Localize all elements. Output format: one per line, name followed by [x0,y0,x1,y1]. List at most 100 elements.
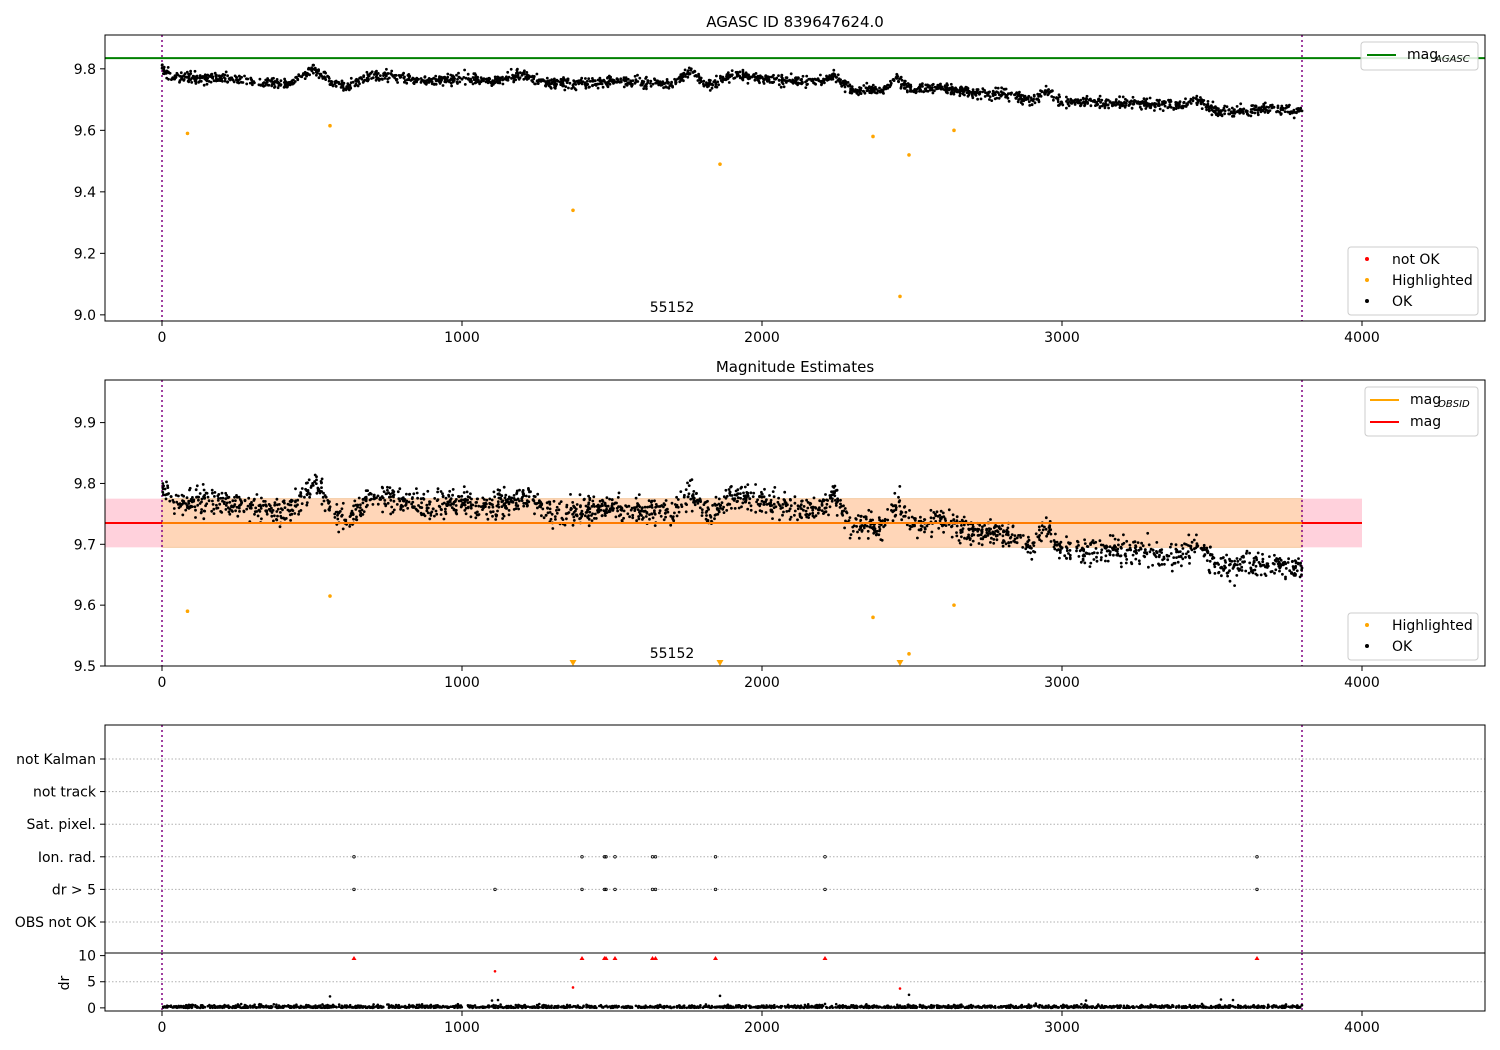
p1-ok-point [534,82,537,86]
p2-ok-point [1064,545,1068,549]
p2-ok-point [666,510,670,514]
p2-ok-point [1047,530,1051,534]
p1-ok-point [283,77,286,81]
p2-ok-point [198,492,202,495]
p1-ok-point [506,70,510,74]
p1-ok-point [1052,98,1055,102]
p1-ok-point [162,68,166,72]
p1-ok-point [561,82,565,86]
p1-ok-point [960,86,964,90]
p2-ok-point [174,493,178,497]
p2-ok-point [920,525,924,528]
p1-ok-point [971,94,974,98]
p1-ok-point [715,74,718,78]
p1-ok-point [930,86,934,89]
p2-ok-point [1284,567,1288,570]
p2-ok-point [364,499,368,503]
p2-ok-point [796,504,800,508]
p1-ok-point [347,88,351,92]
p2-ok-point [1298,575,1302,579]
p2-ok-point [474,501,478,504]
p1-ok-point [605,82,608,86]
p1-ok-point [1223,109,1227,113]
p2-ok-point [714,495,718,499]
p2-ok-point [807,513,811,517]
p2-ok-point [444,510,447,513]
p2-ok-point [169,495,173,498]
flag-point [604,855,608,859]
p2-ok-point [296,498,300,502]
p2-ok-point [1283,560,1287,564]
p1-ok-point [906,82,910,85]
p2-ok-point [315,478,318,482]
p1-ok-point [462,76,466,79]
p1-ok-point [239,80,243,84]
p2-y-tick-label: 9.6 [74,598,96,614]
p2-ok-point [1029,551,1032,555]
p2-ok-point [366,503,369,507]
p2-ok-point [1195,533,1198,537]
p1-ok-point [855,88,859,92]
p1-ok-point [1056,96,1060,100]
p2-ok-point [206,495,210,499]
p1-ok-point [1028,104,1032,107]
p2-ok-point [336,517,340,521]
p1-ok-point [1065,100,1068,103]
p2-ok-point [185,496,189,500]
p1-ok-point [273,80,277,83]
flag-point [352,855,356,859]
p1-ok-point [649,82,652,85]
p1-ok-point [501,75,504,79]
p2-ok-point [1179,554,1183,558]
p1-ok-point [1073,101,1077,105]
p2-ok-point [648,513,651,516]
p1-ok-point [825,74,828,78]
p1-ok-point [1033,101,1037,105]
flag-point [613,855,617,859]
p2-ok-point [574,513,578,517]
p1-ok-point [928,88,932,92]
p2-ok-point [1187,533,1191,537]
p2-ok-point [972,533,976,537]
p2-ok-point [869,510,873,514]
p1-ok-point [1220,114,1224,118]
p1-ok-point [1114,98,1118,101]
p2-ok-point [1103,545,1107,548]
p1-ok-point [839,78,842,82]
p1-highlighted-point [718,162,722,166]
p1-ok-point [1168,103,1172,107]
p1-ok-point [926,85,930,89]
p2-ok-point [687,492,691,496]
p1-ok-point [1148,96,1152,100]
p2-ok-point [419,497,423,501]
p1-ok-point [1169,98,1172,102]
p2-ok-point [1178,550,1182,553]
p2-ok-point [1248,551,1251,555]
p2-ok-point [1086,545,1090,548]
p2-ok-point [265,509,269,513]
p2-ok-point [1153,553,1157,557]
p2-ok-point [504,493,508,497]
p2-ok-point [231,510,234,513]
p2-ok-point [992,531,996,535]
p2-ok-point [507,513,511,517]
p1-ok-point [954,88,957,92]
p2-ok-point [1238,558,1242,561]
p2-ok-point [894,506,898,509]
p2-ok-point [415,487,418,490]
p1-ok-point [664,85,668,89]
p2-ok-point [831,493,835,496]
p2-x-tick-label: 0 [158,675,167,691]
p2-x-tick-label: 1000 [444,675,480,691]
p2-ok-point [289,503,293,507]
p1-ok-point [1050,89,1054,93]
p1-ok-point [179,71,183,75]
p2-ok-point [1228,579,1232,583]
p2-ok-point [578,517,581,521]
p1-ok-point [342,89,345,92]
p2-ok-point [781,503,785,506]
p2-ok-point [597,506,600,510]
p2-ok-point [404,504,407,507]
p2-ok-point [700,511,704,514]
p2-ok-point [957,539,961,542]
